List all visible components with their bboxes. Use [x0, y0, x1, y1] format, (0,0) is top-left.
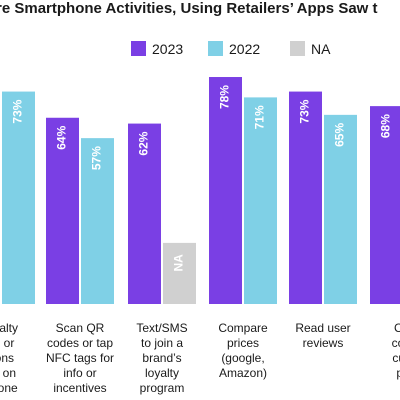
- data-label-2023-2: 62%: [137, 131, 151, 155]
- data-label-2022-1: 57%: [90, 146, 104, 170]
- category-label-5-line-1: colle: [392, 336, 400, 350]
- category-label-2-line-3: loyalty: [145, 366, 179, 380]
- data-label-2023-1: 64%: [55, 125, 69, 149]
- bar-2023-5: [370, 106, 400, 305]
- bar-2022-3: [244, 97, 277, 304]
- legend-swatch-2022: [208, 41, 223, 56]
- legend-swatch-na: [290, 41, 305, 56]
- category-label-0-line-0: loyalty: [0, 321, 18, 335]
- category-label-0-line-3: ed on: [0, 366, 16, 380]
- data-label-2023-5: 68%: [379, 114, 393, 138]
- category-label-3-line-1: prices: [227, 336, 259, 350]
- category-label-5-line-3: pic: [396, 366, 400, 380]
- category-label-0-line-1: ds or: [0, 336, 14, 350]
- category-label-1-line-0: Scan QR: [56, 321, 105, 335]
- bar-2022-0: [2, 91, 35, 304]
- category-label-3-line-0: Compare: [218, 321, 268, 335]
- category-label-2-line-1: to join a: [141, 336, 183, 350]
- data-label-na-2: NA: [172, 254, 186, 272]
- category-label-3-line-2: (google,: [221, 351, 264, 365]
- data-label-2023-4: 73%: [298, 99, 312, 123]
- legend-swatch-2023: [131, 41, 146, 56]
- legend: 2023 2022 NA: [131, 41, 331, 57]
- category-label-0-line-2: oons: [0, 351, 14, 365]
- bar-na-2: [163, 242, 196, 304]
- category-label-1-line-4: incentives: [53, 381, 106, 395]
- category-label-0-line-4: phone: [0, 381, 18, 395]
- category-label-2-line-0: Text/SMS: [136, 321, 187, 335]
- category-label-5-line-2: curb: [392, 351, 400, 365]
- data-label-2022-0: 73%: [11, 99, 25, 123]
- category-label-2-line-4: program: [140, 381, 185, 395]
- category-label-1-line-3: info or: [63, 366, 96, 380]
- category-label-4-line-1: reviews: [303, 336, 344, 350]
- legend-label-2023: 2023: [152, 41, 183, 57]
- legend-label-na: NA: [311, 41, 331, 57]
- bar-2022-4: [324, 114, 357, 304]
- data-label-2023-3: 78%: [218, 85, 232, 109]
- category-label-4-line-0: Read user: [295, 321, 350, 335]
- category-label-1-line-1: codes or tap: [47, 336, 113, 350]
- data-label-2022-4: 65%: [333, 123, 347, 147]
- bar-2023-2: [128, 123, 161, 304]
- data-label-2022-3: 71%: [253, 105, 267, 129]
- category-label-1-line-2: NFC tags for: [46, 351, 114, 365]
- bar-2023-1: [46, 117, 79, 304]
- bars: 73% 64% 57% 62% NA 78% 71% 73% 65% 68%: [2, 77, 400, 305]
- category-label-3-line-3: Amazon): [219, 366, 267, 380]
- chart-title: re Smartphone Activities, Using Retailer…: [0, 0, 378, 17]
- bar-2023-4: [289, 91, 322, 304]
- bar-2022-1: [81, 138, 114, 304]
- bar-2023-3: [209, 77, 242, 305]
- category-label-2-line-2: brand’s: [142, 351, 181, 365]
- legend-label-2022: 2022: [229, 41, 260, 57]
- category-label-5-line-0: Clic: [394, 321, 400, 335]
